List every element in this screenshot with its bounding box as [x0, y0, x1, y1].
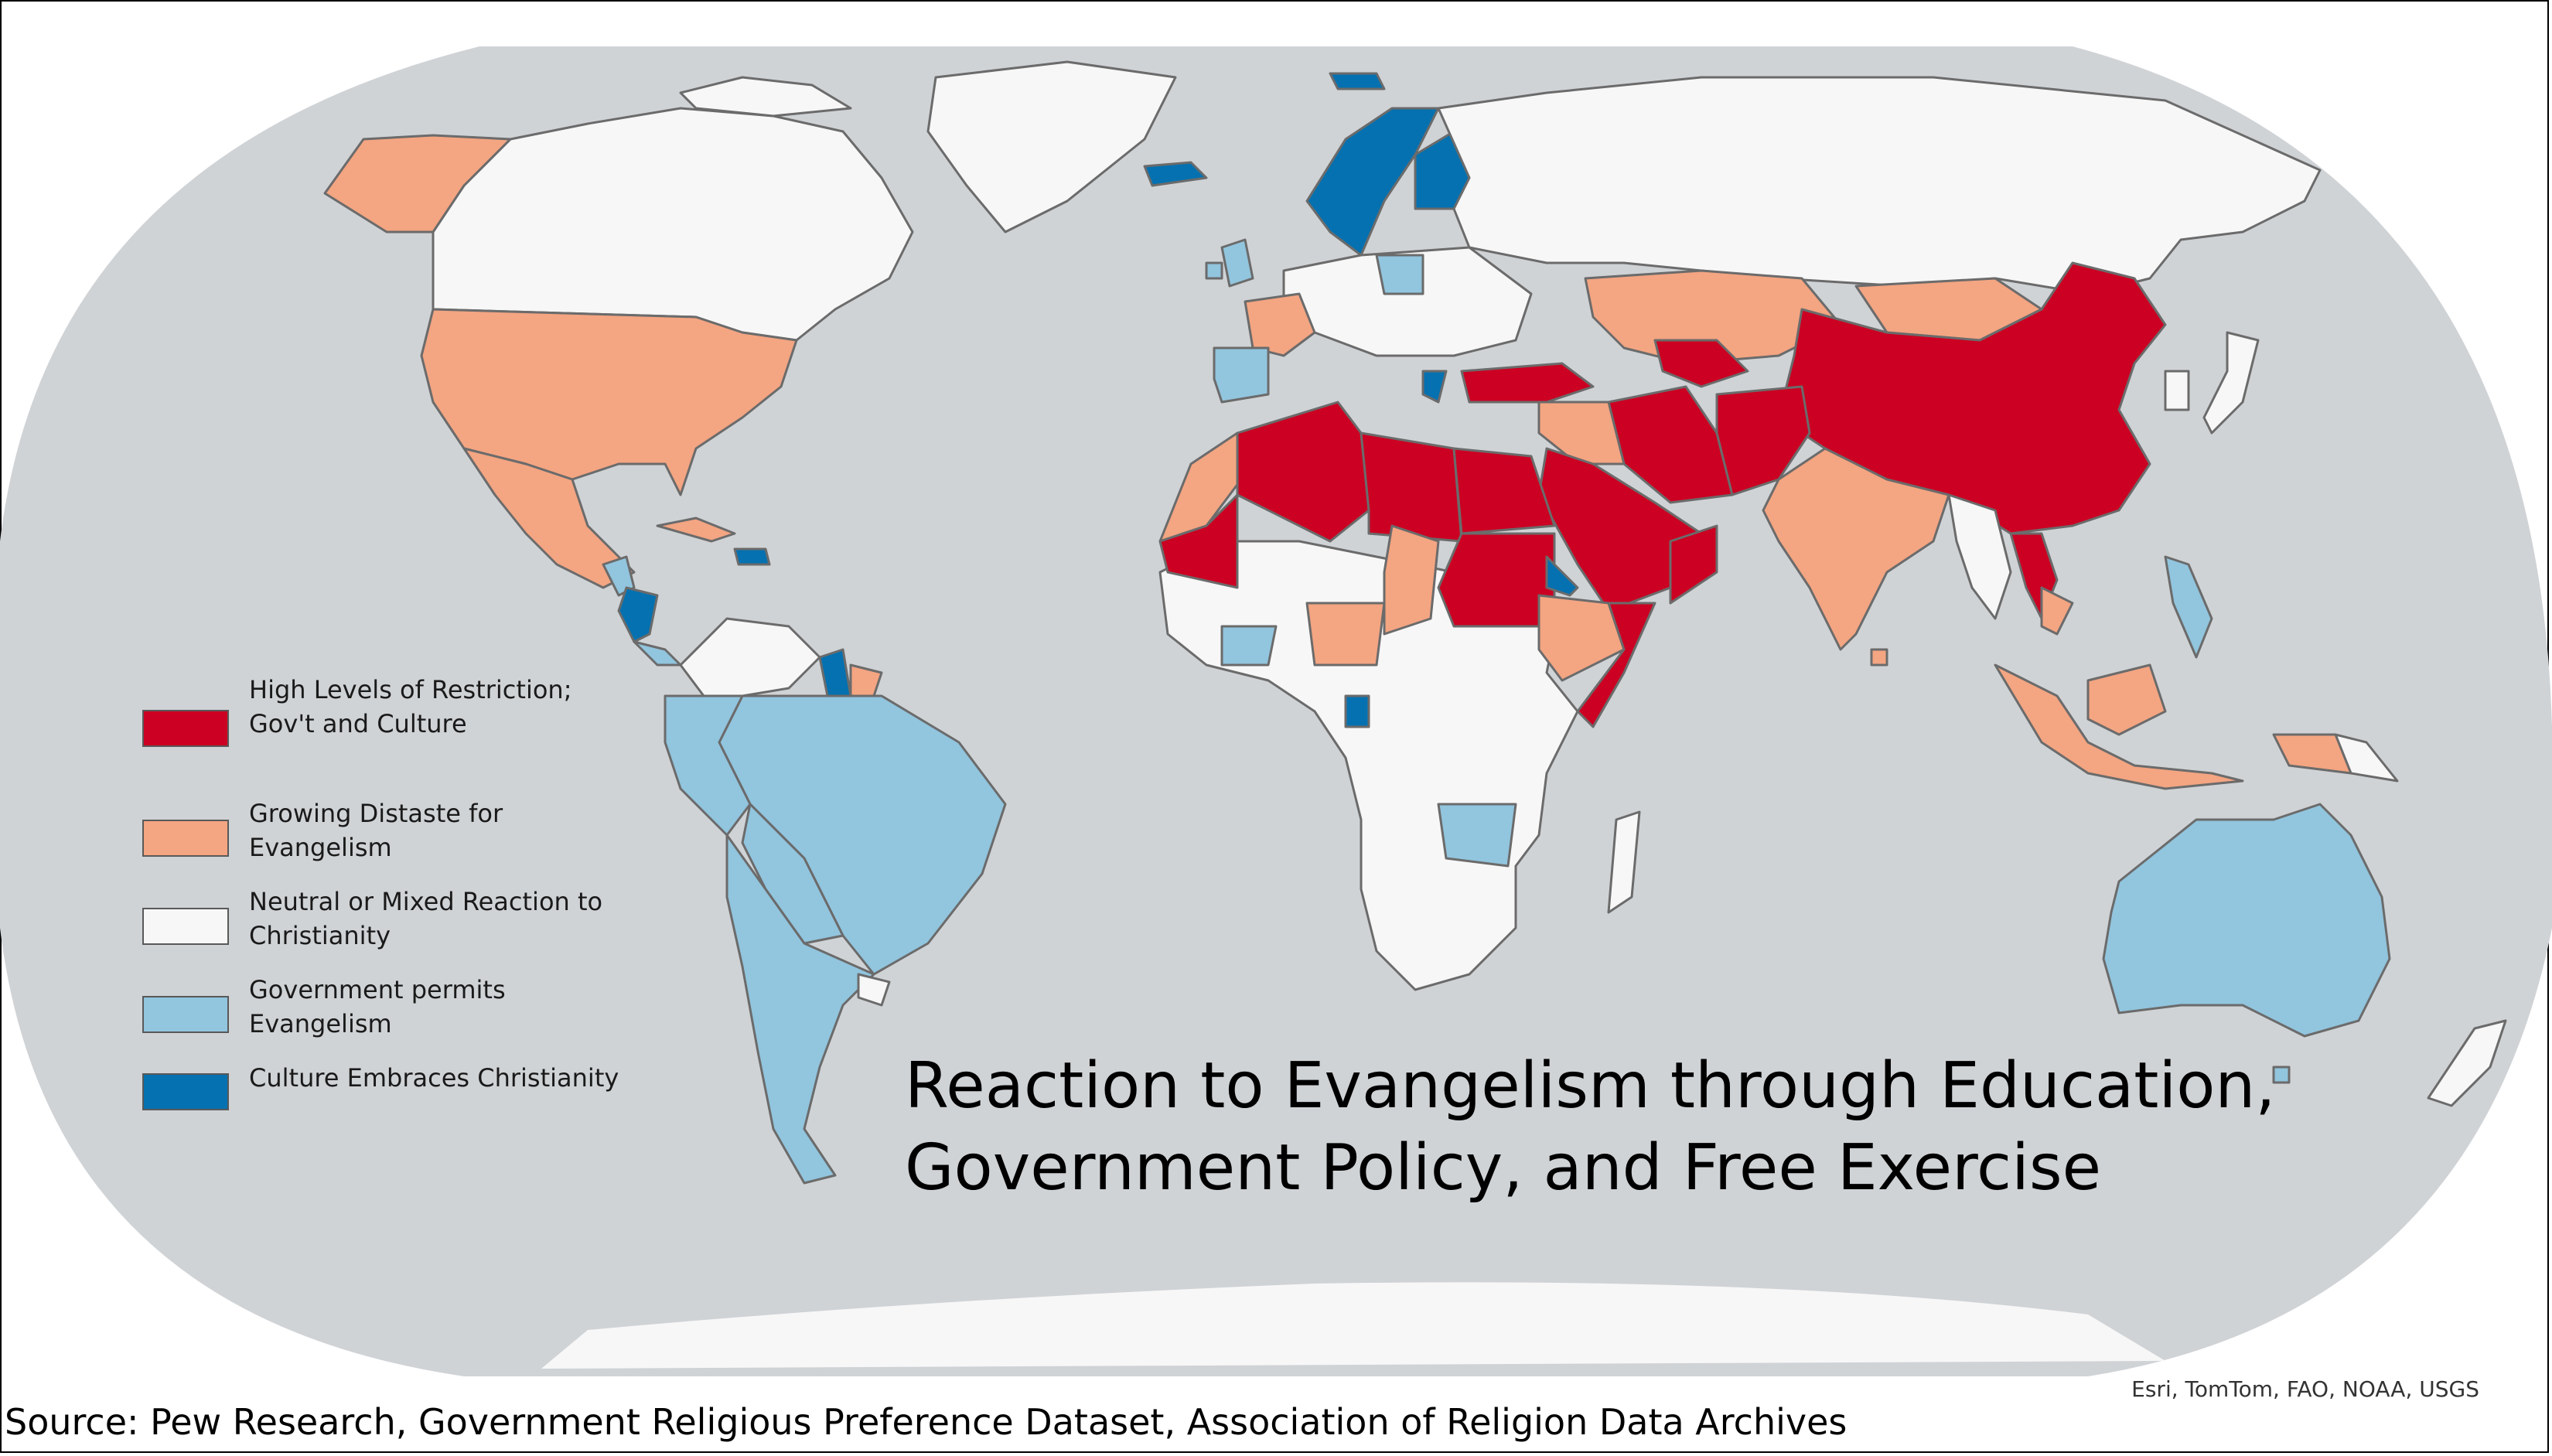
country-somalia	[1576, 602, 1656, 728]
map-legend: High Levels of Restriction; Gov't and Cul…	[142, 673, 699, 1121]
country-iberia	[1213, 346, 1270, 404]
legend-label: High Levels of Restriction; Gov't and Cul…	[249, 675, 572, 738]
country-honduras-nicaragua	[617, 586, 659, 643]
country-greece	[1421, 370, 1448, 404]
country-uzbekistan	[1653, 339, 1749, 388]
country-india	[1762, 447, 1950, 651]
map-title-line-1: Reaction to Evangelism through Education…	[905, 1049, 2276, 1123]
legend-swatch	[142, 996, 229, 1033]
country-united-kingdom	[1220, 238, 1254, 288]
country-united-states	[420, 308, 798, 496]
country-ireland	[1205, 261, 1223, 280]
country-argentina-chile	[725, 834, 875, 1185]
country-philippines	[2164, 555, 2213, 659]
country-indonesia	[1994, 663, 2244, 790]
country-japan	[2202, 331, 2260, 435]
country-iraq-syria	[1537, 401, 1626, 465]
country-iceland	[1143, 161, 1208, 187]
country-greenland	[926, 60, 1177, 234]
country-peru-ecuador	[664, 694, 752, 837]
map-attribution: Esri, TomTom, FAO, NOAA, USGS	[2131, 1376, 2479, 1402]
country-sudan	[1437, 532, 1556, 628]
country-borneo	[2086, 663, 2167, 736]
country-new-zealand	[2427, 1019, 2507, 1107]
country-nigeria	[1305, 602, 1386, 667]
country-poland	[1375, 254, 1424, 295]
legend-label: Growing Distaste for Evangelism	[249, 799, 503, 862]
country-libya	[1360, 431, 1463, 543]
legend-swatch	[142, 820, 229, 857]
legend-swatch	[142, 1073, 229, 1110]
country-france	[1244, 292, 1316, 357]
country-turkey	[1460, 362, 1595, 404]
legend-item-neutral: Neutral or Mixed Reaction to Christianity	[142, 885, 699, 970]
legend-item-growing-distaste: Growing Distaste for Evangelism	[142, 796, 699, 881]
country-madagascar	[1607, 810, 1641, 914]
country-yemen-oman	[1669, 524, 1718, 605]
legend-label: Culture Embraces Christianity	[249, 1063, 619, 1093]
map-title-line-2: Government Policy, and Free Exercise	[905, 1131, 2102, 1205]
country-chad-niger	[1383, 524, 1440, 636]
country-new-guinea-west	[2272, 733, 2352, 775]
country-eritrea	[1545, 555, 1579, 597]
legend-item-high-restriction: High Levels of Restriction; Gov't and Cul…	[142, 673, 699, 758]
country-mexico	[462, 447, 636, 589]
country-ghana-togo	[1220, 625, 1278, 667]
country-myanmar-thailand	[1947, 493, 2012, 620]
country-uruguay	[857, 973, 891, 1007]
country-sri-lanka	[1870, 648, 1888, 667]
country-cuba	[656, 517, 736, 543]
map-title: Reaction to Evangelism through Education…	[905, 1045, 2297, 1209]
legend-item-culture-embraces: Culture Embraces Christianity	[142, 1061, 699, 1146]
country-kazakhstan	[1584, 269, 1842, 365]
country-hispaniola	[733, 547, 771, 566]
country-equatorial-guinea-gabon	[1344, 694, 1370, 728]
country-ethiopia	[1537, 594, 1626, 682]
legend-swatch	[142, 908, 229, 945]
country-canada-arctic-islands	[679, 76, 852, 118]
country-zambia-zimbabwe	[1437, 803, 1517, 868]
antarctica	[541, 1282, 2165, 1369]
country-mauritania	[1158, 493, 1239, 589]
legend-item-government-permits: Government permits Evangelism	[142, 973, 699, 1058]
country-australia	[2102, 803, 2391, 1038]
legend-label: Neutral or Mixed Reaction to Christianity	[249, 887, 603, 950]
legend-swatch	[142, 710, 229, 747]
country-tasmania	[2272, 1066, 2291, 1084]
country-alaska	[323, 134, 512, 234]
country-vietnam-coast	[2040, 586, 2074, 636]
country-egypt	[1452, 447, 1556, 535]
country-korea	[2164, 370, 2190, 411]
legend-label: Government permits Evangelism	[249, 975, 506, 1038]
source-caption: Source: Pew Research, Government Religio…	[5, 1401, 1847, 1443]
country-guatemala-belize	[602, 555, 636, 597]
country-svalbard	[1329, 72, 1386, 90]
country-morocco-western-sahara	[1158, 431, 1254, 543]
